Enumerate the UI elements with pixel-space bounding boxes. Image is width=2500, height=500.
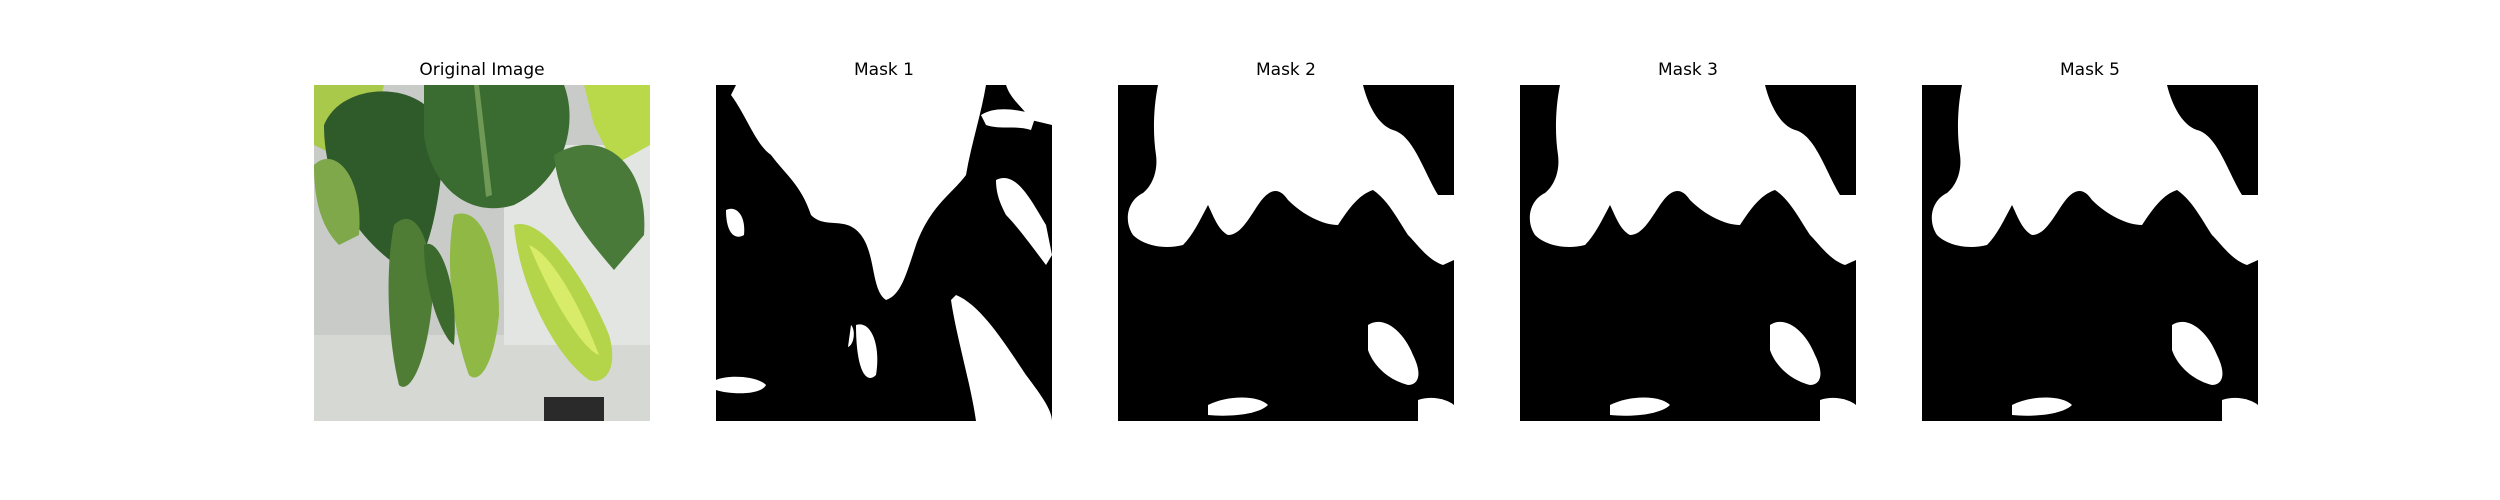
mask-2-image <box>1118 85 1454 421</box>
original-image-panel: Original Image <box>314 0 650 500</box>
mask-1-title: Mask 1 <box>853 60 914 80</box>
mask-5-image <box>1922 85 2258 421</box>
mask-1-panel: Mask 1 <box>716 0 1052 500</box>
original-image <box>314 85 650 421</box>
mask-3-image <box>1520 85 1856 421</box>
mask-2-title: Mask 2 <box>1255 60 1316 80</box>
mask-1-image <box>716 85 1052 421</box>
mask-3-title: Mask 3 <box>1657 60 1718 80</box>
mask-3-panel: Mask 3 <box>1520 0 1856 500</box>
mask-5-panel: Mask 5 <box>1922 0 2258 500</box>
mask-5-title: Mask 5 <box>2059 60 2120 80</box>
original-image-title: Original Image <box>419 60 545 80</box>
mask-2-panel: Mask 2 <box>1118 0 1454 500</box>
